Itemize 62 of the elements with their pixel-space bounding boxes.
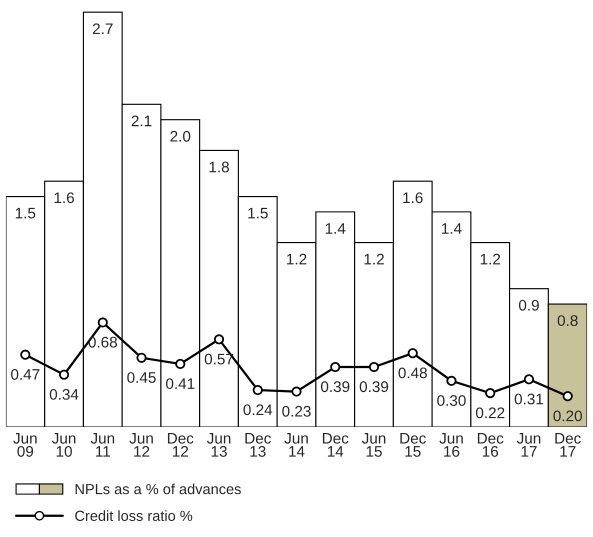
- data-label: 0.57: [204, 354, 234, 364]
- data-label: 1.4: [326, 223, 346, 234]
- point: [446, 376, 457, 386]
- data-label: 0.30: [437, 395, 466, 406]
- x-tick-label: Dec 15: [400, 433, 426, 457]
- data-label: 0.68: [88, 336, 117, 348]
- x-tick-label: Jun 17: [516, 433, 540, 457]
- data-label: 1.5: [248, 208, 268, 218]
- x-tick-label: Dec 16: [478, 433, 504, 457]
- data-label: 0.45: [127, 372, 156, 383]
- x-tick-label: Dec 17: [555, 433, 581, 457]
- data-label: 0.9: [518, 300, 539, 311]
- point: [175, 358, 186, 370]
- x-tick-label: Dec 14: [322, 433, 348, 457]
- x-tick-label: Jun 16: [439, 433, 463, 457]
- data-label: 1.8: [210, 162, 229, 172]
- data-label: 1.4: [442, 223, 462, 234]
- data-label: 0.31: [514, 394, 544, 404]
- data-label: 0.23: [282, 406, 311, 417]
- data-label: 1.2: [287, 254, 306, 264]
- point: [136, 352, 147, 363]
- point: [58, 370, 70, 380]
- x-tick-label: Jun 11: [90, 433, 114, 457]
- data-label: 1.5: [16, 208, 36, 218]
- x-tick-label: Jun 15: [362, 433, 386, 457]
- point: [330, 362, 340, 372]
- point: [408, 348, 418, 358]
- legend-label: Credit loss ratio %: [75, 510, 192, 521]
- data-label: 1.2: [364, 254, 384, 264]
- data-label: 0.20: [553, 410, 582, 422]
- data-label: 0.24: [243, 404, 272, 416]
- x-tick-label: Jun 13: [206, 433, 230, 457]
- point: [485, 388, 496, 398]
- legend-label: NPLs as a % of advances: [76, 484, 241, 494]
- x-tick-label: Jun 12: [129, 433, 153, 457]
- data-label: 0.34: [50, 388, 78, 400]
- point: [98, 317, 108, 328]
- data-label: 0.22: [476, 407, 504, 418]
- data-label: 0.39: [360, 381, 388, 392]
- data-label: 1.2: [480, 254, 500, 264]
- x-tick-label: Jun 09: [13, 433, 37, 457]
- point: [252, 384, 263, 396]
- point: [291, 386, 302, 397]
- x-tick-label: Dec 12: [168, 433, 194, 457]
- point: [368, 362, 380, 372]
- data-label: 2.1: [132, 116, 152, 126]
- point: [20, 350, 30, 360]
- data-label: 1.6: [403, 192, 423, 204]
- data-label: 0.48: [398, 367, 427, 378]
- point: [562, 391, 573, 402]
- point: [524, 374, 534, 384]
- data-label: 1.6: [54, 192, 74, 204]
- data-label: 0.47: [11, 369, 40, 380]
- x-tick-label: Jun 14: [284, 433, 308, 457]
- x-tick-label: Jun 10: [52, 433, 76, 457]
- point: [214, 334, 224, 344]
- x-tick-label: Dec 13: [245, 433, 271, 457]
- data-label: 2.0: [170, 130, 190, 142]
- data-label: 0.8: [558, 315, 578, 326]
- data-label: 0.39: [320, 381, 350, 392]
- data-label: 2.7: [92, 23, 113, 34]
- data-label: 0.41: [166, 378, 194, 390]
